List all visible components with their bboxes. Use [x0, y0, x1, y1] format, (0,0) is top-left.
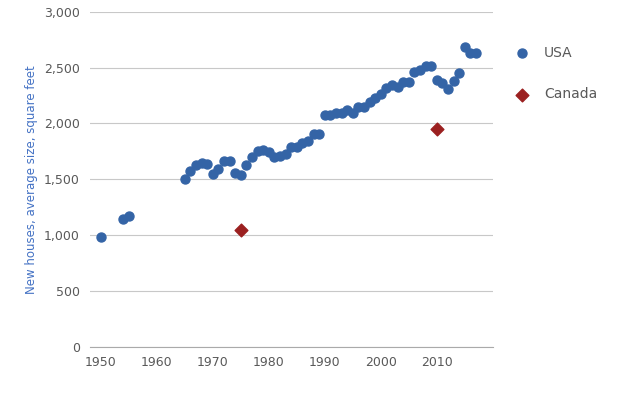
USA [337, 110, 347, 116]
USA [219, 158, 229, 165]
USA [308, 131, 319, 137]
USA [292, 144, 302, 151]
USA [185, 168, 195, 174]
USA [303, 138, 313, 144]
USA [381, 85, 392, 91]
USA [213, 165, 223, 172]
USA [370, 95, 380, 102]
Y-axis label: New houses, average size, square feet: New houses, average size, square feet [26, 65, 38, 294]
USA [432, 76, 442, 83]
USA [348, 110, 358, 116]
USA [365, 99, 375, 106]
USA [247, 154, 257, 160]
USA [454, 70, 465, 76]
USA [376, 91, 386, 97]
USA [325, 112, 335, 118]
USA [392, 84, 403, 90]
USA [331, 110, 341, 116]
USA [409, 69, 419, 75]
USA [202, 160, 212, 167]
USA [124, 213, 134, 219]
USA [398, 79, 408, 85]
USA [471, 50, 481, 56]
USA [264, 149, 274, 156]
USA [465, 50, 476, 56]
USA [258, 147, 268, 153]
Legend: USA, Canada: USA, Canada [508, 46, 597, 101]
USA [280, 151, 291, 157]
USA [241, 162, 252, 168]
USA [437, 80, 447, 86]
USA [230, 169, 241, 176]
USA [460, 44, 470, 50]
USA [96, 234, 106, 240]
USA [404, 79, 414, 85]
USA [314, 131, 324, 137]
USA [225, 158, 235, 165]
USA [236, 172, 246, 178]
Canada [236, 226, 246, 232]
USA [253, 148, 263, 154]
USA [208, 171, 218, 177]
USA [180, 176, 190, 182]
USA [353, 104, 364, 110]
USA [118, 216, 129, 223]
USA [269, 154, 280, 160]
USA [415, 67, 425, 73]
USA [191, 162, 201, 169]
USA [297, 140, 307, 146]
USA [449, 78, 459, 84]
USA [443, 86, 453, 93]
USA [426, 62, 436, 69]
USA [342, 107, 353, 113]
USA [420, 62, 431, 69]
USA [275, 153, 285, 159]
USA [286, 144, 296, 151]
USA [387, 82, 397, 89]
Canada [432, 126, 442, 132]
USA [196, 160, 207, 166]
USA [320, 112, 330, 118]
USA [359, 104, 369, 110]
